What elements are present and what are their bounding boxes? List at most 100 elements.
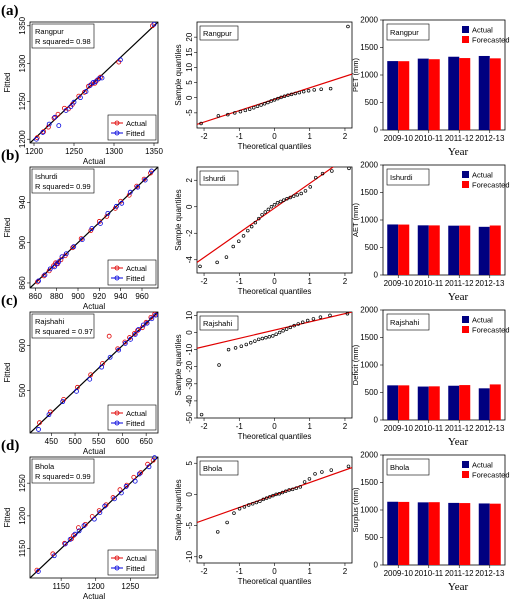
qq-point [246,503,251,507]
qq-point [272,203,277,207]
fit-x-tick-label: 880 [50,292,64,301]
bar-station-name: Rangpur [390,28,419,37]
qq-point [253,339,257,343]
bar-actual [448,225,460,275]
fit-station-box [31,23,95,49]
qq-x-tick-label: 1 [308,132,313,141]
qq-point [239,344,244,348]
legend-actual-label: Actual [126,264,147,273]
bar-x-tick-label: 2011-12 [445,424,474,433]
qq-point [250,502,255,506]
panel-letter: (d) [1,438,19,454]
bar-x-tick-label: 2011-12 [445,279,474,288]
fit-point-fitted [56,123,62,129]
bar-forecast [459,225,471,275]
qq-station-name: Ishurdi [203,174,226,183]
qq-y-tick-label: -30 [185,377,194,389]
qq-point [274,332,278,336]
fit-point-fitted [83,89,89,94]
fit-point-fitted [119,200,125,206]
bar-actual [448,56,460,130]
qq-y-tick-label: 5 [185,460,194,465]
bar-legend-actual-label: Actual [472,26,493,35]
qq-x-tick-label: 1 [308,422,313,431]
fit-point-fitted [63,108,69,113]
fit-point-fitted [81,523,87,529]
qq-point [330,169,334,173]
bar-forecast [489,58,501,130]
bar-actual [417,58,429,130]
qq-point [226,347,231,352]
qq-y-tick-label: 0 [185,204,194,209]
fit-point-actual [78,236,84,241]
qq-y-tick-label: -10 [185,550,194,562]
qq-station-name: Rajshahi [203,319,233,328]
qq-y-axis-title: Sample quantiles [174,189,183,250]
bar-y-tick-label: 500 [365,533,379,542]
bar-legend-forecast-swatch [462,326,469,333]
fit-point-fitted [67,537,73,542]
qq-x-tick-label: -2 [200,277,208,286]
qq-point [346,24,350,29]
fit-point-actual [106,333,112,339]
fit-point-fitted [122,340,128,346]
legend-fitted-marker [114,275,120,281]
qq-point [243,108,248,113]
qq-x-tick-label: -1 [236,567,244,576]
qq-x-tick-label: -1 [236,277,244,286]
qq-point [231,244,235,249]
bar-station-box [386,168,430,186]
legend-actual-label: Actual [126,554,147,563]
legend-actual-label: Actual [126,119,147,128]
fit-point-actual [139,325,145,331]
qq-y-tick-label: 0 [185,95,194,100]
bar-forecast [459,503,471,565]
fit-point-fitted [112,496,117,502]
fit-point-actual [138,470,144,476]
fit-plot-frame [29,456,159,579]
fit-point-fitted [149,316,155,322]
fit-point-fitted [87,376,93,382]
qq-point [300,320,305,325]
fit-point-fitted [118,57,123,63]
bar-legend-forecast-label: Forecasted [472,181,510,190]
fit-point-fitted [153,312,159,318]
fit-point-fitted [79,237,85,243]
fit-station-name: Ishurdi [35,172,58,181]
fit-x-tick-label: 1200 [87,582,105,591]
bar-x-axis-title: Year [448,436,469,448]
legend-actual-marker [114,410,120,416]
fit-y-tick-label: 1250 [18,474,27,492]
fit-point-fitted [128,336,133,342]
fit-station-name: Rajshahi [35,317,65,326]
bar-legend-actual-label: Actual [472,461,493,470]
bar-y-tick-label: 500 [365,243,379,252]
qq-point [290,487,295,492]
bar-actual [387,224,399,275]
bar-legend-actual-label: Actual [472,316,493,325]
qq-point [280,490,285,495]
bar-y-tick-label: 1000 [360,216,378,225]
qq-y-tick-label: 0 [185,330,194,335]
qq-point [297,90,302,95]
panel-row-rajshahi: (c)450 500 550 600 650500600ActualFittedRajs… [1,293,510,456]
legend-actual-marker [114,265,120,271]
fit-point-fitted [140,322,146,328]
fit-x-tick-label: 1250 [121,582,139,591]
qq-point [271,493,275,498]
qq-point [248,341,253,345]
fit-point-actual [76,525,81,531]
bar-station-box [386,313,430,331]
qq-point [319,87,323,91]
qq-y-tick-label: 10 [185,310,194,319]
qq-y-tick-label: 5 [185,80,194,85]
qq-y-tick-label: 15 [185,47,194,56]
fit-y-tick-label: 860 [18,276,27,290]
bar-y-tick-label: 2000 [360,161,378,170]
bar-actual [417,225,429,275]
qq-point [285,197,289,201]
fit-point-actual [103,502,109,508]
bar-x-tick-label: 2012-13 [475,134,505,143]
bar-actual [478,503,490,565]
qq-point [217,363,221,367]
